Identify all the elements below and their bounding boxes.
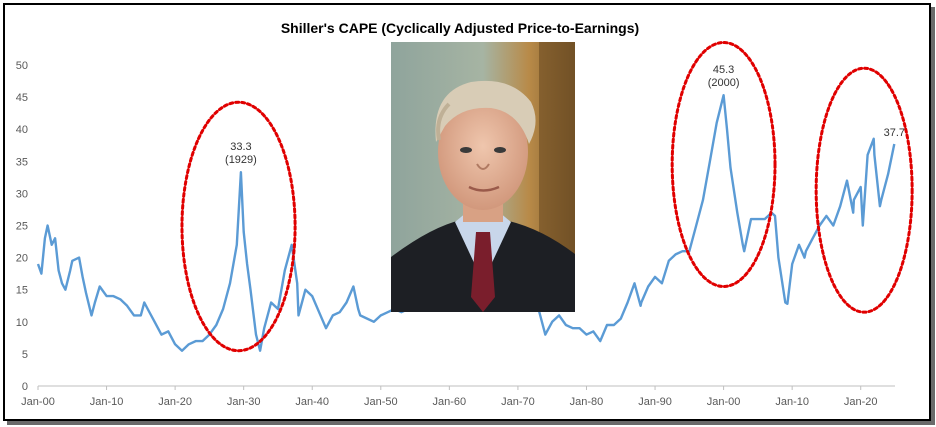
y-tick-label: 25 (16, 221, 28, 233)
chart-title: Shiller's CAPE (Cyclically Adjusted Pric… (281, 20, 639, 36)
y-tick-label: 5 (22, 349, 28, 361)
x-tick-label: Jan-00 (21, 396, 55, 408)
x-tick-label: Jan-60 (433, 396, 467, 408)
x-tick-label: Jan-00 (707, 396, 741, 408)
highlight-ellipse (670, 41, 777, 288)
peak-year-label: (2000) (708, 77, 740, 89)
portrait-photo (391, 42, 575, 312)
x-tick-label: Jan-10 (90, 396, 124, 408)
peak-value-label: 45.3 (713, 64, 734, 76)
y-tick-label: 40 (16, 124, 28, 136)
x-tick-label: Jan-20 (158, 396, 192, 408)
y-tick-label: 35 (16, 156, 28, 168)
highlight-ellipses (180, 41, 914, 353)
x-tick-label: Jan-40 (295, 396, 329, 408)
x-tick-label: Jan-10 (775, 396, 809, 408)
y-tick-label: 50 (16, 60, 28, 72)
y-tick-label: 45 (16, 92, 28, 104)
y-tick-label: 30 (16, 188, 28, 200)
x-tick-label: Jan-30 (227, 396, 261, 408)
x-tick-label: Jan-70 (501, 396, 535, 408)
peak-value-label: 33.3 (230, 141, 251, 153)
x-tick-label: Jan-80 (570, 396, 604, 408)
chart-axes: 0 5 10 15 20 25 30 35 40 45 50 Jan-00 Jan-10 Jan-20 Ja… (16, 60, 895, 408)
y-tick-label: 20 (16, 253, 28, 265)
y-tick-label: 15 (16, 285, 28, 297)
highlight-ellipse (814, 66, 914, 314)
y-tick-label: 0 (22, 381, 28, 393)
x-tick-label: Jan-90 (638, 396, 672, 408)
chart-frame: Shiller's CAPE (Cyclically Adjusted Pric… (3, 3, 931, 421)
highlight-ellipse (180, 100, 297, 353)
x-tick-label: Jan-50 (364, 396, 398, 408)
y-tick-label: 10 (16, 317, 28, 329)
peak-annotations: 33.3(1929) 45.3(2000) 37.7 (225, 64, 905, 166)
latest-value-label: 37.7 (884, 127, 905, 139)
peak-year-label: (1929) (225, 154, 257, 166)
x-tick-label: Jan-20 (844, 396, 878, 408)
